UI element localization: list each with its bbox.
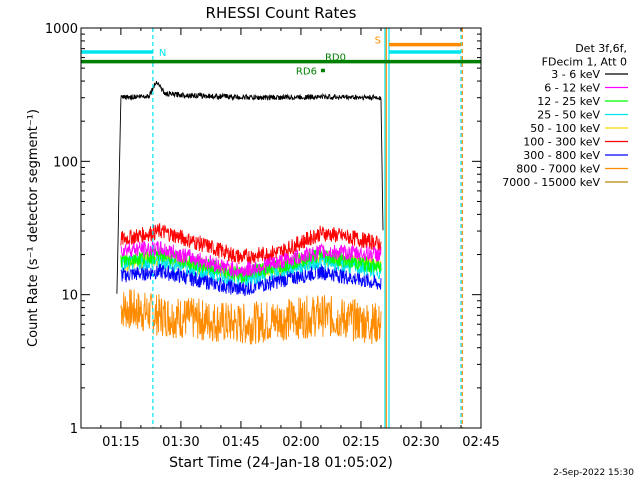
date-stamp: 2-Sep-2022 15:30 <box>553 468 634 478</box>
y-tick-label-1: 1 <box>70 422 78 437</box>
annotation-label-2: S <box>375 36 381 47</box>
legend-header-1: Det 3f,6f, <box>575 42 627 55</box>
x-tick-label-5: 02:15 <box>342 435 379 450</box>
series-line-8 <box>120 289 382 345</box>
annotation-label-4: RD0 <box>325 53 346 64</box>
legend-label-2: 6 - 12 keV <box>544 82 600 95</box>
series-line-6 <box>120 222 382 265</box>
marker-layer: N S RD0 RD6 <box>81 28 481 428</box>
y-tick-label-2: 10 <box>61 289 78 304</box>
chart-title: RHESSI Count Rates <box>206 4 357 22</box>
x-tick-label-3: 01:45 <box>222 435 259 450</box>
x-axis-label: Start Time (24-Jan-18 01:05:02) <box>169 455 393 471</box>
y-axis-label: Count Rate (s⁻¹ detector segment⁻¹) <box>26 109 41 347</box>
legend-label-5: 50 - 100 keV <box>530 122 600 135</box>
legend-label-8: 800 - 7000 keV <box>516 163 600 176</box>
series-line-1 <box>116 80 384 294</box>
x-tick-label-1: 01:15 <box>102 435 139 450</box>
legend-label-7: 300 - 800 keV <box>523 149 600 162</box>
x-tick-label-6: 02:30 <box>402 435 439 450</box>
legend-label-3: 12 - 25 keV <box>537 95 600 108</box>
y-tick-label-4: 1000 <box>45 22 78 37</box>
x-tick-label-2: 01:30 <box>162 435 199 450</box>
annotation-label-5: RD6 <box>296 67 317 78</box>
y-tick-label-3: 100 <box>53 155 78 170</box>
legend-header-2: FDecim 1, Att 0 <box>542 56 627 69</box>
annotation-label-1: N <box>159 48 166 59</box>
data-layer <box>116 80 384 345</box>
legend-label-1: 3 - 6 keV <box>551 68 600 81</box>
series-line-2 <box>120 240 382 278</box>
x-tick-label-4: 02:00 <box>282 435 319 450</box>
legend-label-6: 100 - 300 keV <box>523 136 600 149</box>
x-tick-label-7: 02:45 <box>462 435 499 450</box>
legend-label-4: 25 - 50 keV <box>537 109 600 122</box>
axis-layer: 01:15 01:30 01:45 02:00 02:15 02:30 02:45 1 10 10… <box>45 22 500 450</box>
legend-label-9: 7000 - 15000 keV <box>502 176 600 189</box>
